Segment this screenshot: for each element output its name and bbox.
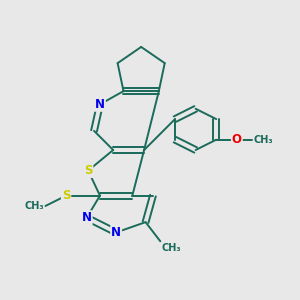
Text: S: S (84, 164, 92, 177)
Text: O: O (232, 133, 242, 146)
Text: N: N (111, 226, 121, 239)
Text: CH₃: CH₃ (162, 243, 182, 253)
Text: N: N (95, 98, 105, 111)
Text: S: S (62, 189, 70, 202)
Text: CH₃: CH₃ (24, 201, 44, 211)
Text: CH₃: CH₃ (253, 135, 273, 145)
Text: N: N (82, 211, 92, 224)
